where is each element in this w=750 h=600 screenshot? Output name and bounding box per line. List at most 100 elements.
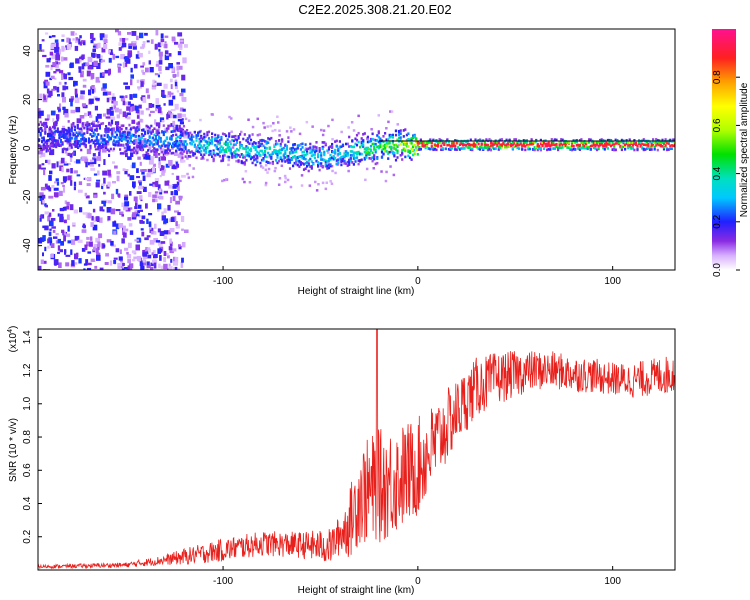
spectrogram-cell bbox=[416, 141, 419, 145]
spectrogram-cell bbox=[572, 147, 575, 151]
spectrogram-noise-cell bbox=[51, 163, 56, 169]
spectrogram-cell bbox=[271, 162, 274, 165]
spectrogram-cell bbox=[48, 126, 52, 129]
spectrogram-noise-cell bbox=[87, 251, 92, 254]
spectrogram-noise-cell bbox=[70, 168, 73, 174]
spectrogram-cell bbox=[382, 140, 385, 143]
spectrogram-cell bbox=[103, 138, 106, 142]
spectrogram-cell bbox=[87, 127, 91, 131]
spectrogram-cell bbox=[393, 153, 396, 156]
spectrogram-noise-cell bbox=[41, 163, 45, 166]
spectrogram-cell bbox=[259, 153, 262, 157]
spectrogram-noise-cell bbox=[137, 204, 142, 209]
spectrogram-cell bbox=[147, 125, 150, 129]
spectrogram-cell bbox=[292, 164, 295, 168]
spectrogram-cell bbox=[47, 149, 50, 152]
spectrogram-cell bbox=[299, 161, 302, 164]
spectrogram-cell bbox=[374, 139, 377, 142]
spectrogram-cell bbox=[546, 148, 549, 152]
spectrogram-cell bbox=[313, 145, 316, 149]
spectrogram-cell bbox=[120, 136, 123, 140]
spectrogram-cell bbox=[323, 153, 326, 157]
spectrogram-noise-cell bbox=[130, 74, 134, 79]
spectrogram-cell bbox=[158, 131, 161, 135]
spectrogram-cell bbox=[75, 145, 78, 148]
spectrogram-cell bbox=[658, 141, 661, 145]
spectrogram-noise-cell bbox=[177, 179, 182, 183]
spectrogram-cell bbox=[167, 151, 170, 155]
spectrogram-cell bbox=[320, 164, 323, 168]
spectrogram-cell bbox=[664, 140, 667, 144]
spectrogram-cell bbox=[457, 146, 460, 150]
spectrogram-noise-cell bbox=[96, 156, 102, 161]
spectrogram-noise-cell bbox=[53, 236, 58, 239]
spectrogram-noise-cell bbox=[83, 177, 86, 180]
x-tick-label: -100 bbox=[213, 276, 233, 287]
spectrogram-noise-cell bbox=[125, 207, 131, 212]
spectrogram-noise-cell bbox=[346, 142, 349, 146]
spectrogram-cell bbox=[248, 142, 251, 145]
spectrogram-cell bbox=[95, 142, 98, 145]
spectrogram-noise-cell bbox=[39, 155, 42, 158]
spectrogram-noise-cell bbox=[97, 42, 101, 49]
spectrogram-cell bbox=[667, 142, 670, 145]
spectrogram-cell bbox=[226, 155, 229, 159]
spectrogram-noise-cell bbox=[82, 223, 86, 227]
spectrogram-cell bbox=[190, 133, 193, 137]
spectrogram-noise-cell bbox=[65, 132, 70, 138]
spectrogram-cell bbox=[471, 145, 474, 148]
spectrogram-cell bbox=[235, 141, 239, 144]
spectrogram-cell bbox=[527, 145, 530, 148]
spectrogram-cell bbox=[371, 142, 374, 146]
spectrogram-cell bbox=[172, 130, 175, 133]
spectrogram-cell bbox=[384, 143, 387, 147]
spectrogram-cell bbox=[237, 137, 240, 140]
spectrogram-cell bbox=[122, 143, 125, 147]
spectrogram-noise-cell bbox=[57, 94, 60, 97]
spectrogram-cell bbox=[402, 129, 405, 132]
spectrogram-cell bbox=[128, 131, 131, 134]
spectrogram-noise-cell bbox=[119, 95, 124, 99]
spectrogram-noise-cell bbox=[53, 86, 57, 91]
spectrogram-cell bbox=[237, 135, 240, 138]
spectrogram-cell bbox=[605, 141, 608, 145]
y-tick-label: 1.4 bbox=[22, 330, 33, 344]
spectrogram-cell bbox=[371, 159, 374, 163]
spectrogram-cell bbox=[73, 137, 76, 140]
spectrogram-noise-cell bbox=[184, 117, 188, 121]
spectrogram-cell bbox=[47, 139, 50, 142]
spectrogram-cell bbox=[514, 141, 518, 145]
spectrogram-cell bbox=[320, 151, 323, 155]
spectrogram-noise-cell bbox=[60, 157, 65, 164]
spectrogram-noise-cell bbox=[74, 262, 78, 265]
spectrogram-cell bbox=[326, 166, 329, 170]
spectrogram-cell bbox=[600, 141, 603, 144]
spectrogram-cell bbox=[363, 150, 366, 154]
spectrogram-cell bbox=[432, 138, 435, 142]
spectrogram-cell bbox=[513, 138, 516, 141]
spectrogram-cell bbox=[318, 168, 321, 172]
spectrogram-cell bbox=[111, 131, 114, 134]
spectrogram-noise-cell bbox=[118, 256, 123, 261]
spectrogram-noise-cell bbox=[154, 119, 157, 125]
spectrogram-cell bbox=[73, 143, 76, 147]
spectrogram-cell bbox=[279, 148, 282, 152]
spectrogram-noise-cell bbox=[64, 249, 67, 255]
spectrogram-cell bbox=[522, 144, 525, 148]
spectrogram-noise-cell bbox=[158, 60, 163, 65]
spectrogram-noise-cell bbox=[158, 248, 163, 253]
spectrogram-cell bbox=[292, 146, 295, 150]
spectrogram-cell bbox=[306, 148, 309, 151]
spectrogram-cell bbox=[388, 141, 391, 145]
spectrogram-noise-cell bbox=[171, 36, 176, 42]
spectrogram-cell bbox=[307, 169, 310, 173]
spectrogram-cell bbox=[555, 145, 558, 149]
spectrogram-cell bbox=[115, 128, 119, 132]
spectrogram-noise-cell bbox=[163, 103, 166, 106]
spectrogram-cell bbox=[340, 156, 343, 159]
spectrogram-cell bbox=[133, 139, 136, 143]
spectrogram-noise-cell bbox=[192, 167, 195, 170]
spectrogram-cell bbox=[281, 158, 284, 162]
spectrogram-cell bbox=[204, 149, 207, 152]
spectrogram-cell bbox=[295, 160, 298, 164]
